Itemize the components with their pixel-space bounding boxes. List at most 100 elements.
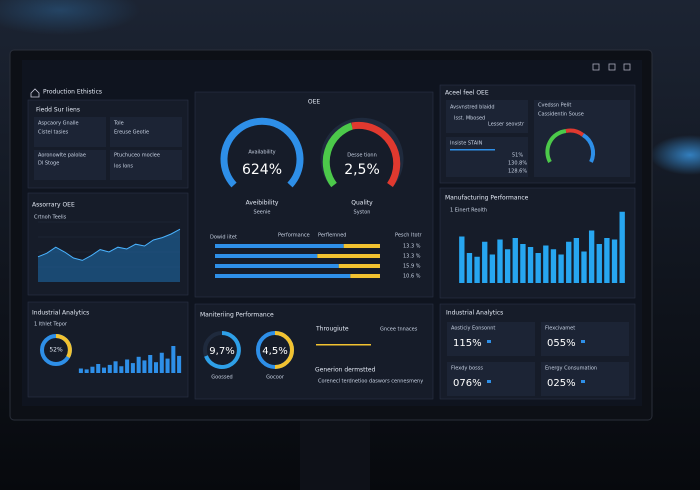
bar xyxy=(153,362,159,373)
gauge-value: 624% xyxy=(242,162,282,178)
legend-swatch xyxy=(581,380,585,383)
bar xyxy=(474,256,480,283)
legend-swatch xyxy=(487,380,491,383)
panel-subtitle: Crtnoh Teelis xyxy=(34,215,67,221)
bar xyxy=(96,364,101,373)
panel-subtitle: 1 Ithlet Tepor xyxy=(34,322,68,328)
row-value: 13.3 % xyxy=(403,244,421,250)
panel-title: Maniteriing Performance xyxy=(200,312,274,319)
bar xyxy=(119,366,124,373)
donut-segment xyxy=(204,331,241,369)
bar xyxy=(550,249,557,283)
card xyxy=(446,137,528,177)
monitor-stand xyxy=(300,418,370,490)
donut-value: 4,5% xyxy=(262,346,287,357)
panel-title: Manufacturing Performance xyxy=(445,195,529,202)
area xyxy=(38,229,180,282)
home-icon[interactable] xyxy=(30,88,40,98)
bar xyxy=(459,236,465,283)
panel-title: Aceel feel OEE xyxy=(445,90,489,97)
bar xyxy=(497,239,503,283)
progress xyxy=(450,149,495,151)
tile-value: 115% xyxy=(453,338,482,349)
bar xyxy=(148,355,153,373)
oee-item: Isst. Mbosed xyxy=(454,116,485,122)
bar-segment xyxy=(350,274,380,278)
bar xyxy=(466,253,473,283)
oee-item: Insiste STAIN xyxy=(450,141,483,147)
bar xyxy=(581,251,587,283)
bar xyxy=(566,241,572,283)
gauge-sub: Seenie xyxy=(254,210,271,216)
progress xyxy=(316,344,371,346)
tile-value: 055% xyxy=(547,338,576,349)
bar xyxy=(504,249,511,283)
gauge-caption: Quality xyxy=(351,200,373,207)
window-icon[interactable] xyxy=(592,63,600,71)
bar xyxy=(113,361,118,373)
bar-segment xyxy=(338,264,380,268)
status-item: Aspcaory Gnalle xyxy=(38,121,79,127)
bar xyxy=(177,355,182,373)
bar xyxy=(136,356,141,373)
tile-value: 025% xyxy=(547,378,576,389)
card xyxy=(34,117,106,147)
gauge-sub: Syston xyxy=(354,210,371,216)
bar xyxy=(543,245,549,283)
oee-item: Avsvnstred blaidd xyxy=(450,105,495,111)
bar xyxy=(558,254,564,283)
bar-segment xyxy=(215,244,344,248)
bar-segment xyxy=(317,254,380,258)
bar xyxy=(611,239,618,283)
status-item: Dl Stoge xyxy=(38,161,59,167)
monitor-text: Generion dermstted xyxy=(315,367,376,374)
gauge-arc xyxy=(322,122,354,188)
bar xyxy=(78,368,83,373)
status-item: Ios Ions xyxy=(114,164,133,170)
tile-label: Flexcivamet xyxy=(545,326,575,332)
background-light xyxy=(650,135,700,175)
bar xyxy=(596,244,602,283)
bar xyxy=(604,238,610,283)
donut-segment xyxy=(274,331,294,369)
card xyxy=(110,117,182,147)
oee-item: Cassidentin Souse xyxy=(538,112,584,118)
bar xyxy=(107,364,112,373)
panel xyxy=(194,303,434,400)
legend-swatch xyxy=(487,340,491,343)
gauge-arc xyxy=(565,128,585,137)
oee-value: 128.6% xyxy=(508,169,527,175)
bar xyxy=(84,369,89,373)
window-icon[interactable] xyxy=(608,63,616,71)
oee-value: 51% xyxy=(512,153,523,159)
bar xyxy=(130,363,135,373)
row-value: 10.6 % xyxy=(403,274,421,280)
bar xyxy=(573,238,580,283)
window-icon[interactable] xyxy=(623,63,631,71)
tile-label: Flexdy bosss xyxy=(451,366,483,372)
bar xyxy=(619,211,625,283)
tile xyxy=(541,322,629,356)
bar xyxy=(588,230,595,283)
bar-segment xyxy=(343,244,380,248)
oee-item: Lesser seovstr xyxy=(488,122,525,128)
panel-title: Industrial Analytics xyxy=(446,310,503,317)
panel xyxy=(194,91,434,298)
tile-label: Energy Consumation xyxy=(545,366,597,372)
tile xyxy=(447,322,535,356)
bar xyxy=(535,253,541,283)
status-item: Ptuchuceo moclee xyxy=(114,153,160,159)
bar xyxy=(101,367,107,373)
bar xyxy=(90,366,95,373)
gauge-arc xyxy=(545,129,567,163)
bar xyxy=(125,359,130,373)
row-value: 13.3 % xyxy=(403,254,421,260)
donut-label: Gocoor xyxy=(266,375,285,381)
panel-title: Fiedd Sur Iiens xyxy=(36,107,80,114)
line xyxy=(37,228,181,261)
header-title: Production Ethistics xyxy=(43,89,102,96)
bar-segment xyxy=(215,254,318,258)
bar xyxy=(512,238,518,283)
gauge-arc xyxy=(351,121,401,187)
gauge-arc xyxy=(581,133,596,163)
